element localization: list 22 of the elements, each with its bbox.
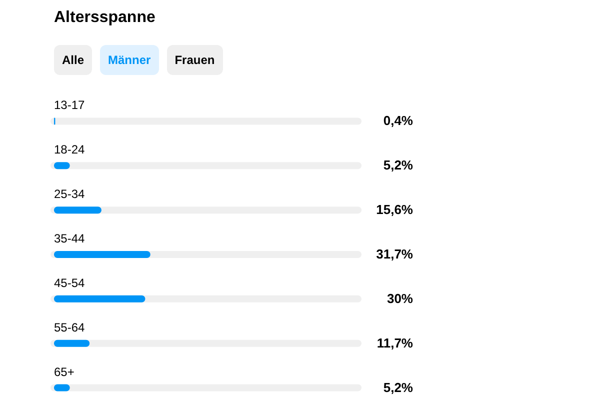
y-tick-label: 65+	[54, 364, 74, 379]
data-label: 0,4%	[383, 113, 414, 128]
y-tick-label: 25-34	[54, 187, 86, 202]
y-tick-label: 35-44	[54, 232, 86, 246]
y-tick-label: 13-17	[54, 98, 86, 112]
data-label: 5,2%	[383, 380, 414, 395]
filter-button: Alle	[54, 45, 92, 75]
data-label: 5,2%	[383, 158, 414, 173]
bar	[54, 340, 90, 347]
y-tick-label: 45-54	[54, 276, 86, 290]
data-label: 15,6%	[376, 202, 414, 218]
data-label: 11,7%	[376, 335, 414, 350]
bar	[54, 251, 150, 258]
y-tick-label: 18-24	[54, 142, 86, 157]
data-label: 30%	[386, 290, 414, 306]
data-label: 31,7%	[376, 246, 414, 262]
bar	[54, 295, 146, 302]
filter-button: Frauen	[166, 45, 223, 75]
chart-title: Altersspanne	[54, 9, 156, 27]
filter-button: Männer	[100, 45, 159, 75]
bar	[54, 206, 102, 214]
y-tick-label: 55-64	[54, 320, 86, 334]
